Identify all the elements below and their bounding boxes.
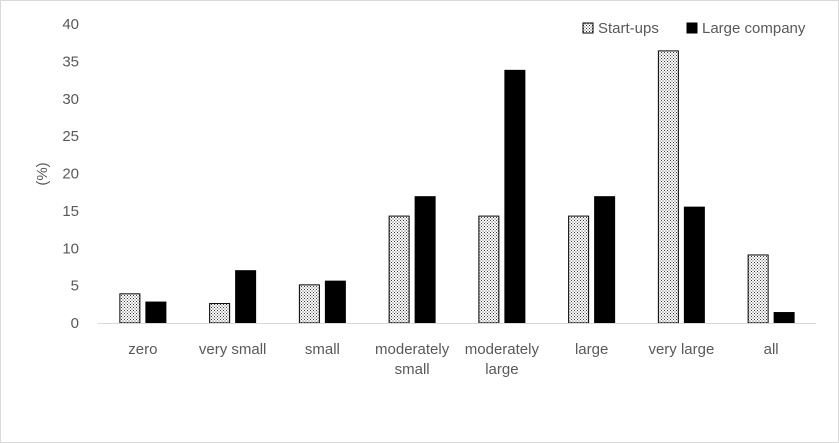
x-category-label: very large xyxy=(648,341,714,358)
x-category-label: moderately large xyxy=(465,341,540,378)
y-tick-label: 35 xyxy=(62,53,79,70)
y-axis-label: (%) xyxy=(34,162,51,185)
x-category-label: all xyxy=(764,341,779,358)
bar-startups xyxy=(657,50,679,324)
bar-startups xyxy=(298,284,320,324)
x-category-label: very small xyxy=(199,341,267,358)
bar-large-company xyxy=(594,196,616,324)
y-tick-label: 0 xyxy=(71,315,79,332)
bar-large-company xyxy=(324,280,346,324)
bar-startups xyxy=(747,254,769,324)
legend: Start-ups Large company xyxy=(582,20,806,37)
legend-swatch xyxy=(582,22,594,34)
bar-startups xyxy=(209,303,231,324)
y-axis: 0 5 10 15 20 25 30 35 40 xyxy=(62,16,79,332)
bar-large-company xyxy=(414,196,436,324)
bar-large-company xyxy=(773,312,795,324)
bar-startups xyxy=(388,215,410,324)
bar-large-company xyxy=(683,206,705,324)
y-tick-label: 15 xyxy=(62,203,79,220)
y-tick-label: 30 xyxy=(62,91,79,108)
bar-startups xyxy=(119,293,141,324)
x-category-label: small xyxy=(305,341,340,358)
bar-large-company xyxy=(504,69,526,324)
x-category-label: moderately small xyxy=(375,341,450,378)
x-category-label: large xyxy=(575,341,608,358)
y-tick-label: 5 xyxy=(71,278,79,295)
legend-label: Large company xyxy=(702,20,806,37)
y-tick-label: 25 xyxy=(62,128,79,145)
y-tick-label: 10 xyxy=(62,240,79,257)
y-tick-label: 20 xyxy=(62,166,79,183)
bars xyxy=(119,50,795,324)
y-tick-label: 40 xyxy=(62,16,79,33)
legend-label: Start-ups xyxy=(598,20,659,37)
bar-large-company xyxy=(235,270,257,324)
bar-startups xyxy=(478,215,500,324)
legend-swatch xyxy=(686,22,698,34)
bar-large-company xyxy=(145,301,167,324)
x-axis: zero very small small moderately small modera… xyxy=(98,323,816,378)
bar-startups xyxy=(568,215,590,324)
x-category-label: zero xyxy=(128,341,157,358)
